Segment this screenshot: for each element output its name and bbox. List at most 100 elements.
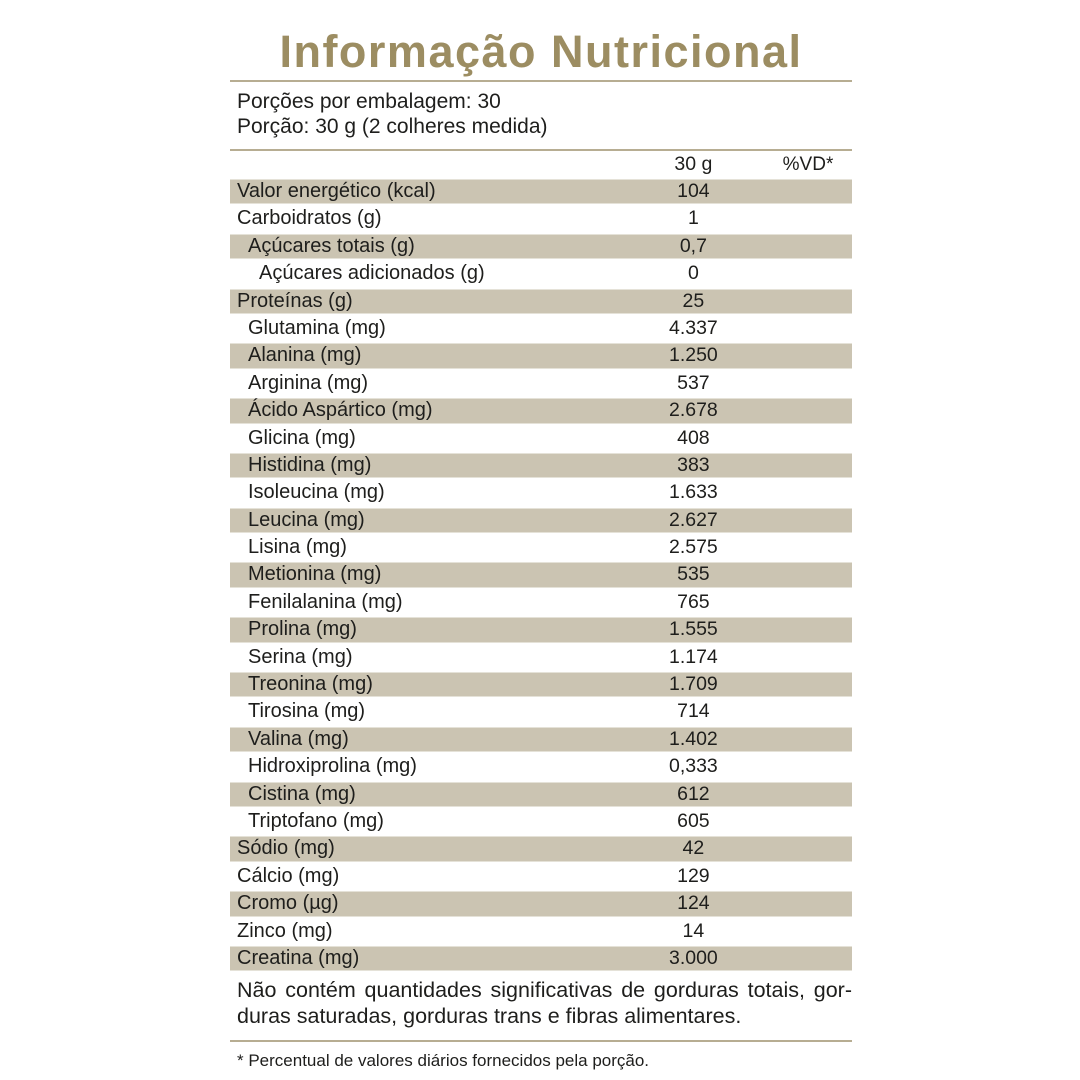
nutrient-label: Cromo (µg): [237, 892, 339, 915]
table-row: Fenilalanina (mg) 765: [230, 589, 852, 616]
nutrient-label: Cálcio (mg): [237, 864, 340, 887]
nutrient-amount: 124: [677, 892, 710, 915]
serving-info: Porções por embalagem: 30 Porção: 30 g (…: [230, 82, 852, 145]
nutrient-label: Glutamina (mg): [248, 316, 386, 339]
table-row: Glutamina (mg) 4.337: [230, 315, 852, 342]
table-row: Tirosina (mg) 714: [230, 698, 852, 725]
nutrient-label: Tirosina (mg): [248, 700, 366, 723]
nutrient-amount: 714: [677, 700, 710, 723]
table-row: Metionina (mg) 535: [230, 561, 852, 589]
nutrient-label: Sódio (mg): [237, 837, 335, 860]
nutrient-amount: 383: [677, 453, 710, 476]
nutrient-label: Prolina (mg): [248, 618, 357, 641]
nutrient-label: Metionina (mg): [248, 563, 382, 586]
nutrient-label: Lisina (mg): [248, 536, 347, 559]
nutrient-label: Hidroxiprolina (mg): [248, 755, 417, 778]
nutrient-label: Cistina (mg): [248, 782, 356, 805]
nutrient-label: Leucina (mg): [248, 508, 365, 531]
nutrient-amount: 1.555: [668, 618, 718, 641]
table-row: Histidina (mg) 383: [230, 451, 852, 480]
table-row: Treonina (mg) 1.709: [230, 671, 852, 699]
column-header-amount: 30 g: [674, 153, 713, 175]
nutrient-amount: 42: [682, 837, 705, 860]
no-significant-amounts-note: Não contém quantidades significativas de…: [230, 972, 852, 1036]
daily-value-footnote: * Percentual de valores diários fornecid…: [237, 1051, 650, 1071]
nutrient-label: Arginina (mg): [248, 371, 369, 394]
nutrient-label: Proteínas (g): [237, 289, 353, 312]
table-row: Açúcares totais (g) 0,7: [230, 232, 852, 261]
table-row: Prolina (mg) 1.555: [230, 616, 852, 644]
table-row: Creatina (mg) 3.000: [230, 944, 852, 973]
nutrient-amount: 537: [677, 371, 710, 394]
divider-under-serving: [230, 149, 852, 151]
nutrient-label: Histidina (mg): [248, 453, 372, 476]
table-row: Carboidratos (g) 1: [230, 205, 852, 232]
servings-per-package-text: Porções por embalagem: 30: [237, 90, 501, 113]
table-row: Valina (mg) 1.402: [230, 725, 852, 754]
nutrient-label: Creatina (mg): [237, 946, 360, 969]
nutrient-amount: 535: [677, 563, 710, 586]
table-row: Triptofano (mg) 605: [230, 808, 852, 835]
nutrient-table: Valor energético (kcal) 104 Carboidratos…: [230, 178, 852, 973]
table-row: Sódio (mg) 42: [230, 835, 852, 863]
nutrient-label: Açúcares adicionados (g): [259, 262, 485, 285]
no-significant-amounts-line: duras saturadas, gorduras trans e fibras…: [237, 1004, 742, 1029]
nutrient-label: Fenilalanina (mg): [248, 590, 403, 613]
nutrient-label: Carboidratos (g): [237, 207, 382, 230]
nutrient-amount: 0: [687, 262, 699, 285]
nutrient-label: Zinco (mg): [237, 919, 333, 942]
nutrient-amount: 408: [677, 426, 710, 449]
nutrient-label: Alanina (mg): [248, 344, 362, 367]
table-row: Zinco (mg) 14: [230, 918, 852, 945]
nutrient-label: Açúcares totais (g): [248, 234, 415, 257]
nutrient-amount: 605: [677, 809, 710, 832]
column-header-row: 30 g %VD*: [230, 151, 852, 178]
nutrient-amount: 0,333: [668, 755, 718, 778]
nutrient-amount: 2.575: [668, 536, 718, 559]
nutrition-facts-panel: Informação Nutricional Porções por embal…: [230, 0, 852, 1071]
nutrient-amount: 25: [682, 289, 705, 312]
table-row: Açúcares adicionados (g) 0: [230, 260, 852, 287]
table-row: Leucina (mg) 2.627: [230, 506, 852, 535]
nutrient-amount: 4.337: [668, 316, 718, 339]
table-row: Cistina (mg) 612: [230, 780, 852, 808]
nutrient-label: Treonina (mg): [248, 673, 373, 696]
nutrient-label: Valor energético (kcal): [237, 180, 436, 202]
nutrient-amount: 1.250: [668, 344, 718, 367]
table-row: Valor energético (kcal) 104: [230, 178, 852, 206]
nutrient-amount: 765: [677, 590, 710, 613]
nutrient-amount: 1.633: [668, 481, 718, 504]
table-row: Hidroxiprolina (mg) 0,333: [230, 753, 852, 780]
nutrient-label: Glicina (mg): [248, 426, 356, 449]
nutrient-amount: 1: [687, 207, 699, 230]
nutrient-amount: 2.627: [668, 508, 718, 531]
nutrient-label: Triptofano (mg): [248, 809, 384, 832]
table-row: Ácido Aspártico (mg) 2.678: [230, 397, 852, 425]
divider-above-footnote: [230, 1040, 852, 1043]
nutrient-label: Isoleucina (mg): [248, 481, 385, 504]
nutrient-amount: 1.709: [668, 673, 718, 696]
column-header-daily-value: %VD*: [782, 154, 834, 175]
nutrient-amount: 14: [682, 919, 705, 942]
nutrient-amount: 129: [677, 864, 710, 887]
nutrient-amount: 612: [677, 782, 710, 805]
table-row: Glicina (mg) 408: [230, 425, 852, 452]
no-significant-amounts-line: Não contém quantidades significativas de…: [237, 978, 852, 1003]
table-row: Isoleucina (mg) 1.633: [230, 479, 852, 506]
nutrient-label: Valina (mg): [248, 727, 349, 750]
table-row: Cromo (µg) 124: [230, 890, 852, 918]
nutrient-amount: 104: [677, 180, 710, 202]
divider-under-title: [230, 80, 852, 82]
table-row: Alanina (mg) 1.250: [230, 342, 852, 370]
table-row: Lisina (mg) 2.575: [230, 534, 852, 561]
table-row: Proteínas (g) 25: [230, 287, 852, 315]
nutrient-amount: 1.402: [668, 727, 718, 750]
nutrient-label: Ácido Aspártico (mg): [248, 399, 433, 422]
nutrient-amount: 3.000: [668, 946, 718, 969]
nutrient-amount: 1.174: [668, 645, 718, 668]
table-row: Serina (mg) 1.174: [230, 644, 852, 671]
table-row: Arginina (mg) 537: [230, 370, 852, 397]
nutrient-amount: 0,7: [679, 234, 707, 257]
nutrient-amount: 2.678: [668, 399, 718, 422]
table-row: Cálcio (mg) 129: [230, 863, 852, 890]
